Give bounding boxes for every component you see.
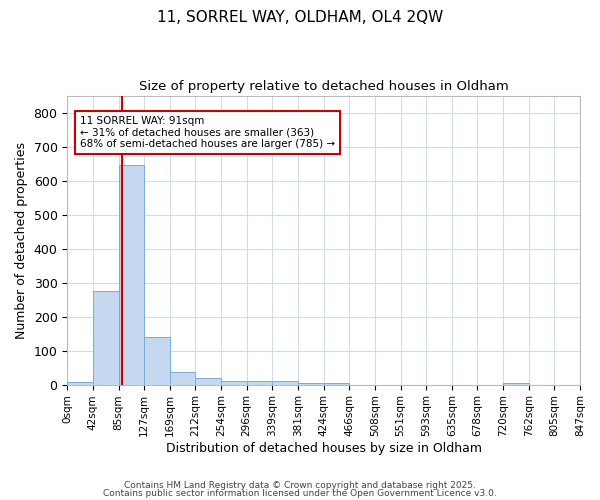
Bar [272, 381, 298, 384]
Bar [221, 381, 247, 384]
Text: Contains HM Land Registry data © Crown copyright and database right 2025.: Contains HM Land Registry data © Crown c… [124, 481, 476, 490]
Text: 11 SORREL WAY: 91sqm
← 31% of detached houses are smaller (363)
68% of semi-deta: 11 SORREL WAY: 91sqm ← 31% of detached h… [80, 116, 335, 149]
Bar [67, 382, 93, 384]
Text: Contains public sector information licensed under the Open Government Licence v3: Contains public sector information licen… [103, 488, 497, 498]
Bar [170, 372, 196, 384]
Bar [323, 383, 349, 384]
Bar [196, 378, 221, 384]
Bar [144, 337, 170, 384]
Title: Size of property relative to detached houses in Oldham: Size of property relative to detached ho… [139, 80, 509, 93]
Text: 11, SORREL WAY, OLDHAM, OL4 2QW: 11, SORREL WAY, OLDHAM, OL4 2QW [157, 10, 443, 25]
Bar [247, 381, 272, 384]
X-axis label: Distribution of detached houses by size in Oldham: Distribution of detached houses by size … [166, 442, 482, 455]
Y-axis label: Number of detached properties: Number of detached properties [15, 142, 28, 338]
Bar [93, 291, 119, 384]
Bar [298, 383, 323, 384]
Bar [503, 383, 529, 384]
Bar [119, 166, 144, 384]
